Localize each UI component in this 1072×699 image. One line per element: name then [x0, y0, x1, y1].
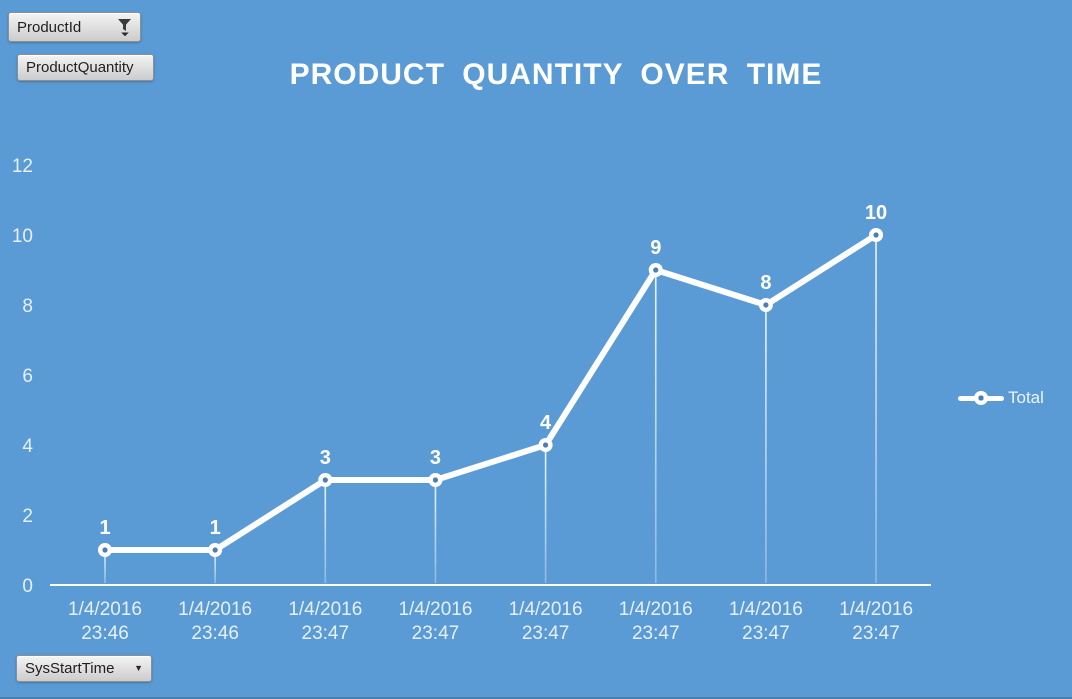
dropdown-arrow-icon: ▼: [134, 663, 143, 673]
y-axis-tick-label: 0: [22, 576, 33, 597]
productquantity-field-button[interactable]: ProductQuantity: [17, 54, 154, 81]
data-point-marker-hole: [653, 267, 659, 273]
sysstarttime-field-button[interactable]: SysStartTime ▼: [16, 655, 152, 682]
x-axis-tick-label: 1/4/2016 23:47: [839, 599, 913, 644]
x-axis-tick-label: 1/4/2016 23:46: [178, 599, 252, 644]
chart-title: PRODUCT QUANTITY OVER TIME: [289, 58, 823, 91]
data-point-marker-hole: [543, 442, 549, 448]
y-axis-tick-label: 6: [22, 366, 33, 387]
y-axis-tick-label: 8: [22, 296, 33, 317]
data-label: 9: [650, 237, 661, 259]
legend: Total: [958, 388, 1044, 408]
data-point-marker-hole: [322, 477, 328, 483]
data-label: 4: [540, 412, 552, 434]
y-axis-tick-label: 10: [12, 226, 33, 247]
data-label: 3: [430, 447, 441, 469]
x-axis-tick-label: 1/4/2016 23:46: [68, 599, 142, 644]
y-axis-tick-label: 4: [22, 436, 33, 457]
data-point-marker-hole: [432, 477, 439, 483]
productid-field-button[interactable]: ProductId: [8, 12, 141, 42]
data-label: 1: [210, 517, 221, 539]
data-label: 3: [320, 447, 331, 469]
y-axis-tick-label: 12: [12, 156, 33, 177]
x-axis-tick-label: 1/4/2016 23:47: [288, 599, 362, 644]
series-line-total: [102, 232, 880, 553]
legend-series-marker-icon: [958, 391, 1004, 405]
data-point-marker-hole: [212, 547, 218, 553]
x-axis-tick-label: 1/4/2016 23:47: [398, 599, 472, 644]
filter-icon: [117, 18, 132, 37]
legend-dot-icon: [974, 391, 988, 405]
productid-field-label: ProductId: [17, 18, 82, 36]
sysstarttime-field-label: SysStartTime: [25, 660, 115, 677]
legend-label: Total: [1008, 388, 1044, 407]
productquantity-field-label: ProductQuantity: [26, 59, 134, 76]
data-label: 10: [865, 202, 887, 224]
data-point-marker-hole: [763, 302, 769, 308]
x-axis-tick-label: 1/4/2016 23:47: [509, 599, 583, 644]
data-label: 1: [99, 517, 110, 539]
data-point-marker-hole: [873, 232, 879, 238]
data-point-marker-hole: [102, 547, 108, 553]
x-axis-tick-label: 1/4/2016 23:47: [619, 599, 693, 644]
x-axis-tick-label: 1/4/2016 23:47: [729, 599, 803, 644]
data-label: 8: [760, 272, 771, 294]
y-axis-tick-label: 2: [22, 506, 33, 527]
